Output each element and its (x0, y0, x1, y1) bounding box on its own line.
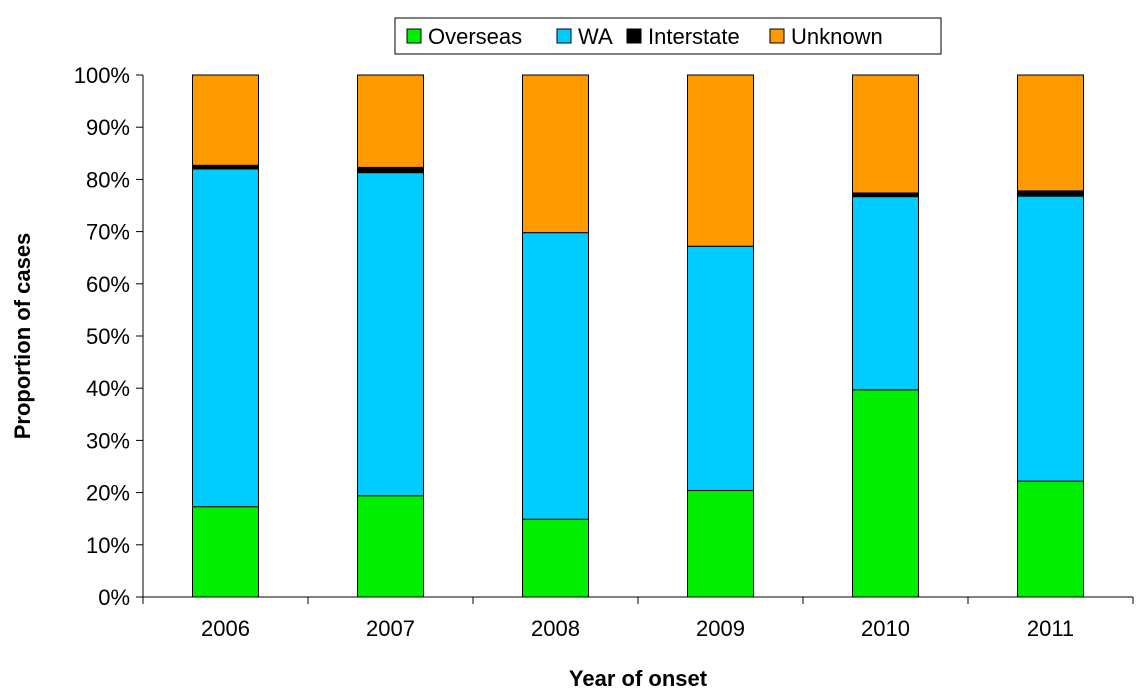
y-tick-label: 30% (86, 428, 130, 453)
x-tick-label: 2008 (531, 616, 580, 641)
bar-segment-overseas-2009 (687, 490, 754, 598)
bars (192, 74, 1084, 598)
legend-label-unknown: Unknown (791, 24, 883, 49)
legend-swatch-interstate (626, 28, 642, 44)
y-tick-label: 40% (86, 376, 130, 401)
x-tick-label: 2011 (1027, 616, 1074, 641)
x-axis: 2006 2007 2008 2009 2010 2011 (142, 596, 1134, 641)
bar-segment-unknown-2010 (852, 74, 919, 194)
x-axis-title: Year of onset (569, 666, 708, 691)
legend-label-overseas: Overseas (428, 24, 522, 49)
legend-box (394, 17, 942, 55)
bar-segment-wa-2010 (852, 196, 919, 391)
legend-swatch-overseas (406, 28, 422, 44)
y-axis-title: Proportion of cases (10, 233, 35, 440)
x-tick-label: 2007 (366, 616, 415, 641)
x-tick-label: 2010 (861, 616, 910, 641)
bar-segment-overseas-2008 (522, 518, 589, 598)
legend-swatch-wa (556, 28, 572, 44)
bar-segment-wa-2011 (1017, 195, 1084, 482)
bar-segment-overseas-2011 (1017, 480, 1084, 598)
bar-segment-overseas-2006 (192, 506, 259, 598)
y-tick-label: 90% (86, 115, 130, 140)
bar-segment-interstate-2010 (852, 192, 919, 198)
y-tick-label: 80% (86, 167, 130, 192)
y-tick-label: 60% (86, 272, 130, 297)
legend: Overseas WA Interstate Unknown (394, 17, 942, 55)
legend-label-interstate: Interstate (648, 24, 740, 49)
bar-segment-interstate-2011 (1017, 190, 1084, 197)
legend-label-wa: WA (578, 24, 613, 49)
y-tick-label: 0% (98, 585, 130, 610)
bar-segment-overseas-2007 (357, 495, 424, 598)
legend-swatch-unknown (769, 28, 785, 44)
y-tick-label: 10% (86, 533, 130, 558)
y-tick-label: 70% (86, 220, 130, 245)
bar-segment-unknown-2009 (687, 74, 754, 247)
bar-segment-interstate-2006 (192, 164, 259, 170)
y-tick-label: 20% (86, 481, 130, 506)
bar-segment-wa-2008 (522, 232, 589, 520)
x-tick-label: 2009 (696, 616, 745, 641)
bar-segment-wa-2009 (687, 245, 754, 492)
bar-segment-interstate-2007 (357, 166, 424, 174)
y-axis: 0% 10% 20% 30% 40% 50% 60% 70% 80% 90% 100% (74, 63, 144, 610)
bar-segment-wa-2006 (192, 168, 259, 508)
bar-segment-unknown-2011 (1017, 74, 1084, 192)
y-tick-label: 100% (74, 63, 130, 88)
bar-segment-unknown-2008 (522, 74, 589, 234)
bar-segment-overseas-2010 (852, 389, 919, 598)
bar-segment-wa-2007 (357, 172, 424, 497)
y-tick-label: 50% (86, 324, 130, 349)
bar-segment-unknown-2007 (357, 74, 424, 168)
bar-segment-unknown-2006 (192, 74, 259, 166)
x-tick-label: 2006 (201, 616, 250, 641)
